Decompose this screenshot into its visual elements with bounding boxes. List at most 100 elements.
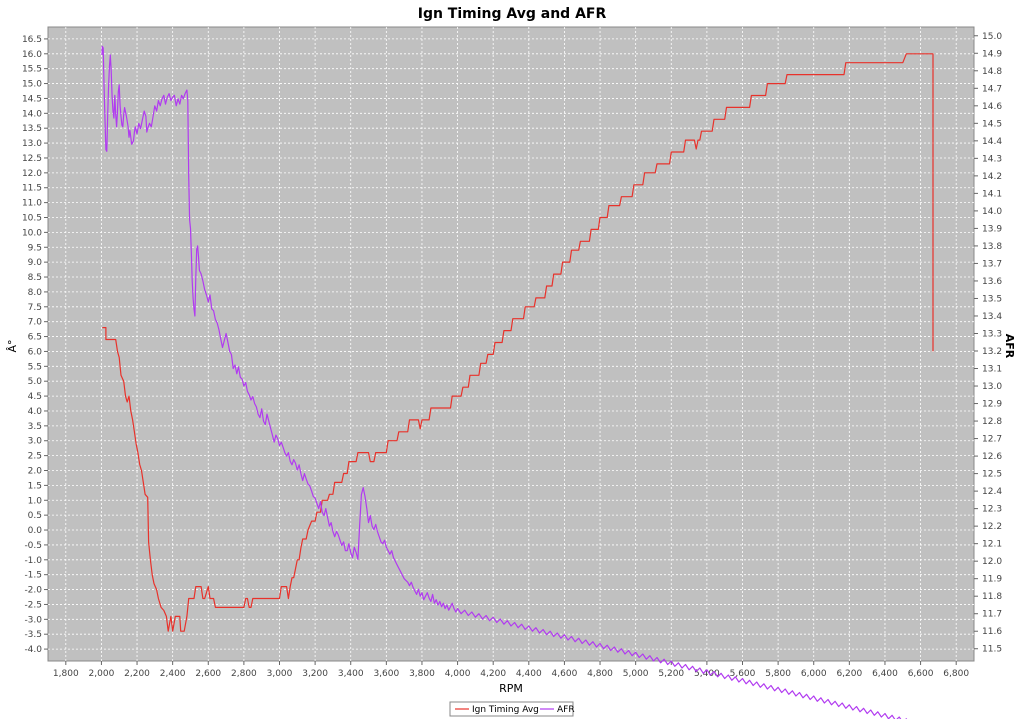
y-left-tick-label: -3.0: [24, 615, 42, 625]
y-right-tick-label: 12.8: [982, 417, 1002, 427]
x-axis-ticks: 1,800 2,000 2,200 2,400 2,600 2,800 3,000 3,200…: [53, 661, 969, 679]
y-left-tick-label: 15.5: [22, 65, 42, 75]
y-left-tick-label: 9.0: [28, 258, 43, 268]
x-tick-label: 5,400: [694, 669, 720, 679]
y-right-tick-label: 14.0: [982, 207, 1002, 217]
y-left-tick-label: 7.5: [28, 303, 42, 313]
y-left-tick-label: 2.5: [28, 452, 42, 462]
y-right-tick-label: 14.5: [982, 119, 1002, 129]
y-right-tick-label: 13.0: [982, 382, 1002, 392]
y-right-tick-label: 12.9: [982, 400, 1002, 410]
y-left-tick-label: 11.5: [22, 184, 42, 194]
x-tick-label: 4,800: [587, 669, 613, 679]
y-left-tick-label: 15.0: [22, 80, 42, 90]
y-left-tick-label: -2.0: [24, 586, 42, 596]
series-line-ign-timing-avg: [102, 53, 934, 632]
x-tick-label: 2,200: [124, 669, 150, 679]
y-left-tick-label: -2.5: [24, 600, 42, 610]
y-left-tick-label: 0.5: [28, 511, 42, 521]
y-axis-left-label: Â°: [6, 339, 19, 352]
y-left-tick-label: 8.0: [28, 288, 43, 298]
y-right-tick-label: 12.3: [982, 505, 1002, 515]
y-left-tick-label: 10.0: [22, 228, 42, 238]
y-left-tick-label: 8.5: [28, 273, 42, 283]
x-tick-label: 6,800: [943, 669, 969, 679]
y-right-tick-label: 13.6: [982, 277, 1002, 287]
y-right-tick-label: 12.2: [982, 522, 1002, 532]
y-right-tick-label: 13.8: [982, 242, 1002, 252]
y-left-tick-label: 13.5: [22, 124, 42, 134]
chart-title: Ign Timing Avg and AFR: [418, 6, 607, 22]
x-tick-label: 5,800: [765, 669, 791, 679]
y-right-tick-label: 13.1: [982, 365, 1002, 375]
y-right-tick-label: 13.7: [982, 259, 1002, 269]
y-right-tick-label: 14.6: [982, 102, 1002, 112]
y-left-tick-label: 13.0: [22, 139, 42, 149]
y-right-tick-label: 14.9: [982, 49, 1002, 59]
y-right-tick-label: 14.2: [982, 172, 1002, 182]
y-left-tick-label: 16.0: [22, 50, 42, 60]
y-left-tick-label: 7.0: [28, 318, 43, 328]
y-left-tick-label: 1.5: [28, 481, 42, 491]
y-right-tick-label: 11.9: [982, 575, 1002, 585]
y-right-tick-label: 12.4: [982, 487, 1002, 497]
y-left-tick-label: 6.5: [28, 333, 42, 343]
x-tick-label: 3,000: [267, 669, 293, 679]
x-tick-label: 5,000: [623, 669, 649, 679]
y-right-tick-label: 14.7: [982, 84, 1002, 94]
y-left-tick-label: 4.0: [28, 407, 43, 417]
y-right-tick-label: 14.4: [982, 137, 1002, 147]
x-tick-label: 6,000: [801, 669, 827, 679]
x-tick-label: 4,600: [552, 669, 578, 679]
x-tick-label: 2,800: [231, 669, 257, 679]
x-tick-label: 3,800: [409, 669, 435, 679]
y-left-tick-label: -3.5: [24, 630, 42, 640]
x-tick-label: 4,400: [516, 669, 542, 679]
y-right-tick-label: 11.5: [982, 645, 1002, 655]
y-left-tick-label: 2.0: [28, 467, 43, 477]
x-tick-label: 3,200: [302, 669, 328, 679]
y-axis-right-label: AFR: [1003, 334, 1016, 359]
y-left-tick-label: 0.0: [28, 526, 43, 536]
y-left-tick-label: 3.0: [28, 437, 43, 447]
x-tick-label: 4,200: [480, 669, 506, 679]
y-right-tick-label: 12.7: [982, 435, 1002, 445]
y-left-tick-label: -1.0: [24, 556, 42, 566]
legend-label-afr: AFR: [557, 705, 575, 715]
y-right-tick-label: 12.0: [982, 557, 1002, 567]
y-right-tick-label: 15.0: [982, 32, 1002, 42]
y-right-tick-label: 13.9: [982, 224, 1002, 234]
y-left-tick-label: 12.0: [22, 169, 42, 179]
series-layer: [101, 45, 934, 719]
y-right-tick-label: 12.1: [982, 540, 1002, 550]
x-tick-label: 1,800: [53, 669, 79, 679]
y-left-tick-label: 6.0: [28, 347, 43, 357]
x-tick-label: 6,200: [836, 669, 862, 679]
legend-box: [449, 701, 574, 717]
x-axis-label: RPM: [499, 682, 523, 695]
y-right-tick-label: 11.6: [982, 627, 1002, 637]
y-left-tick-label: -4.0: [24, 645, 42, 655]
y-right-tick-label: 13.4: [982, 312, 1002, 322]
x-tick-label: 3,600: [373, 669, 399, 679]
y-left-tick-label: 5.0: [28, 377, 43, 387]
y-axis-left-ticks: 16.5 16.0 15.5 15.0 14.5 14.0 13.5 13.0 12.5 12.0…: [22, 35, 48, 655]
y-right-tick-label: 14.8: [982, 67, 1002, 77]
y-right-tick-label: 14.1: [982, 189, 1002, 199]
y-right-tick-label: 11.7: [982, 610, 1002, 620]
y-left-tick-label: 5.5: [28, 362, 42, 372]
x-tick-label: 2,400: [160, 669, 186, 679]
x-tick-label: 5,600: [730, 669, 756, 679]
y-right-tick-label: 12.5: [982, 470, 1002, 480]
legend-label-ign: Ign Timing Avg: [472, 705, 539, 715]
x-tick-label: 2,000: [89, 669, 115, 679]
y-left-tick-label: -0.5: [24, 541, 42, 551]
gridlines: [48, 27, 974, 661]
legend: Ign Timing Avg AFR: [449, 701, 575, 717]
x-tick-label: 6,600: [908, 669, 934, 679]
y-left-tick-label: 14.5: [22, 94, 42, 104]
x-tick-label: 6,400: [872, 669, 898, 679]
y-left-tick-label: 1.0: [28, 496, 43, 506]
y-left-tick-label: 4.5: [28, 392, 42, 402]
